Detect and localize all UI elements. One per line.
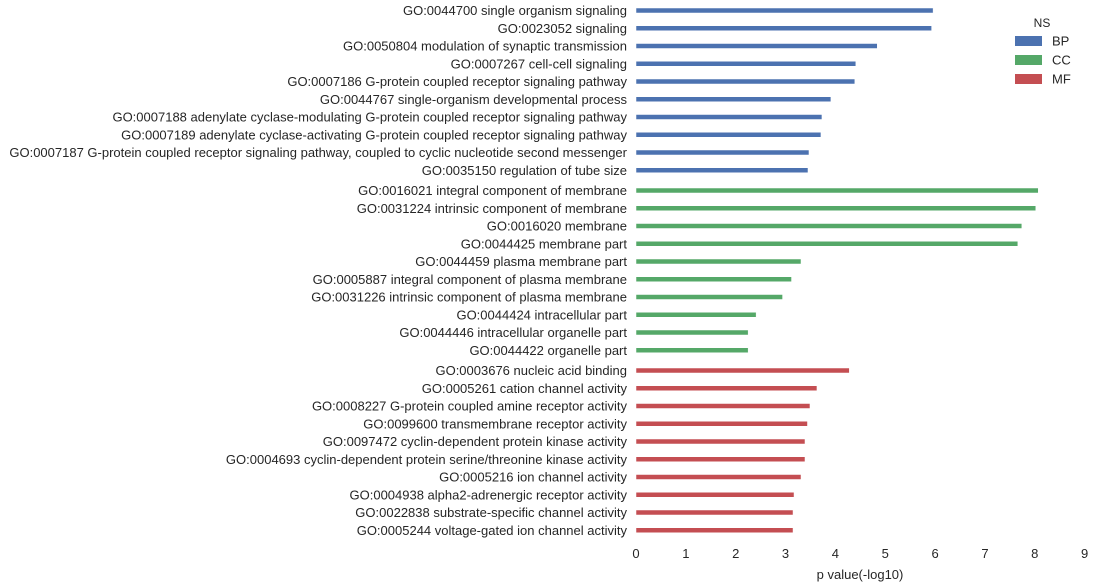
term-label: GO:0097472 cyclin-dependent protein kina… (323, 434, 628, 449)
bar-bp (635, 7, 934, 14)
term-label: GO:0008227 G-protein coupled amine recep… (312, 399, 628, 414)
term-label: GO:0023052 signaling (498, 21, 627, 36)
x-tick-label: 1 (682, 546, 689, 561)
term-label: GO:0016020 membrane (487, 219, 627, 234)
x-axis: 0 1 2 3 4 5 6 7 8 9 (632, 546, 1088, 561)
term-label: GO:0044459 plasma membrane part (415, 254, 627, 269)
bar-mf (635, 492, 795, 498)
bar-mf (635, 421, 808, 427)
bar-mf (635, 367, 850, 374)
bar-cc (635, 347, 749, 353)
bar-cc (635, 258, 802, 265)
term-label: GO:0007267 cell-cell signaling (451, 56, 627, 71)
term-label: GO:0099600 transmembrane receptor activi… (363, 416, 627, 431)
bar-cc (635, 187, 1039, 194)
term-label: GO:0044767 single-organism developmental… (320, 92, 628, 107)
bars-layer (635, 7, 1039, 533)
legend-label-bp: BP (1052, 34, 1069, 49)
legend-swatch-cc (1015, 55, 1042, 65)
bar-cc (635, 205, 1037, 211)
term-label: GO:0022838 substrate-specific channel ac… (355, 505, 627, 520)
term-label: GO:0004693 cyclin-dependent protein seri… (226, 452, 628, 467)
term-label: GO:0031224 intrinsic component of membra… (357, 201, 627, 216)
legend-swatch-mf (1015, 74, 1042, 84)
bar-mf (635, 456, 806, 462)
bar-bp (635, 114, 823, 120)
bar-mf (635, 438, 806, 445)
term-label: GO:0005887 integral component of plasma … (313, 272, 627, 287)
x-axis-title: p value(-log10) (817, 567, 904, 582)
bar-bp (635, 132, 822, 138)
bar-bp (635, 149, 810, 156)
bar-mf (635, 527, 794, 533)
x-tick-label: 7 (981, 546, 988, 561)
term-label: GO:0007186 G-protein coupled receptor si… (287, 74, 627, 89)
term-label: GO:0050804 modulation of synaptic transm… (343, 39, 627, 54)
term-label: GO:0044424 intracellular part (456, 307, 627, 322)
term-label: GO:0044446 intracellular organelle part (399, 325, 627, 340)
term-label: GO:0004938 alpha2-adrenergic receptor ac… (350, 487, 628, 502)
bar-cc (635, 294, 783, 300)
term-label: GO:0007188 adenylate cyclase-modulating … (112, 110, 627, 125)
term-label: GO:0035150 regulation of tube size (422, 163, 627, 178)
term-label: GO:0016021 integral component of membran… (358, 183, 627, 198)
term-label: GO:0031226 intrinsic component of plasma… (311, 290, 627, 305)
bar-cc (635, 223, 1023, 229)
bar-cc (635, 241, 1019, 247)
bar-cc (635, 312, 757, 318)
term-label: GO:0005261 cation channel activity (422, 381, 628, 396)
term-label: GO:0005216 ion channel activity (439, 470, 627, 485)
bar-bp (635, 61, 857, 67)
term-label: GO:0044700 single organism signaling (403, 3, 627, 18)
x-tick-label: 3 (782, 546, 789, 561)
x-tick-label: 9 (1081, 546, 1088, 561)
bar-cc (635, 276, 792, 282)
bar-bp (635, 25, 932, 31)
bar-mf (635, 509, 794, 516)
legend-label-mf: MF (1052, 72, 1071, 87)
legend-label-cc: CC (1052, 53, 1071, 68)
bar-mf (635, 403, 811, 409)
term-label: GO:0005244 voltage-gated ion channel act… (357, 523, 628, 538)
bar-mf (635, 474, 802, 480)
bar-bp (635, 43, 878, 49)
term-labels: GO:0044700 single organism signaling GO:0… (9, 3, 627, 538)
term-label: GO:0044425 membrane part (461, 236, 628, 251)
bar-bp (635, 96, 832, 102)
x-tick-label: 6 (931, 546, 938, 561)
legend-swatch-bp (1015, 36, 1042, 46)
x-tick-label: 8 (1031, 546, 1038, 561)
bar-bp (635, 167, 809, 173)
x-tick-label: 5 (882, 546, 889, 561)
bar-mf (635, 385, 818, 391)
term-label: GO:0007189 adenylate cyclase-activating … (121, 127, 627, 142)
bar-cc (635, 329, 749, 336)
legend-title: NS (1034, 16, 1051, 30)
legend: NS BP CC MF (1015, 16, 1071, 87)
term-label: GO:0007187 G-protein coupled receptor si… (9, 145, 627, 160)
term-label: GO:0044422 organelle part (469, 343, 627, 358)
x-tick-label: 2 (732, 546, 739, 561)
term-label: GO:0003676 nucleic acid binding (435, 363, 627, 378)
bar-bp (635, 78, 856, 85)
x-tick-label: 0 (632, 546, 639, 561)
x-tick-label: 4 (832, 546, 839, 561)
